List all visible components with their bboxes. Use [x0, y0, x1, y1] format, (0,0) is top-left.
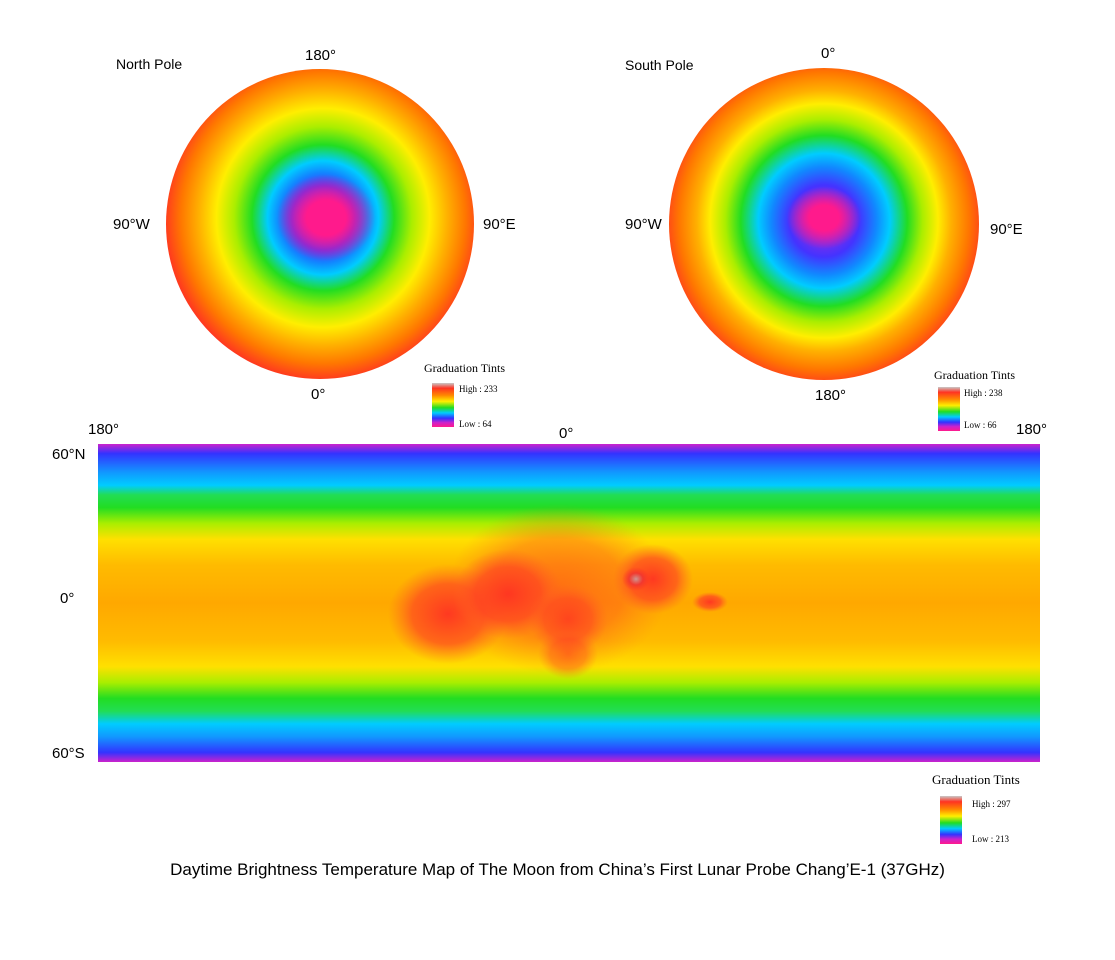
- north-left-lon: 90°W: [113, 216, 150, 233]
- north-bottom-lon: 0°: [311, 386, 326, 403]
- global-legend-low: Low : 213: [972, 834, 1009, 844]
- global-legend-title: Graduation Tints: [932, 772, 1020, 787]
- map-left-lon: 180°: [88, 421, 120, 438]
- south-left-lon: 90°W: [625, 216, 662, 233]
- map-top-lat: 60°N: [52, 446, 86, 463]
- south-pole-label: South Pole: [625, 57, 694, 73]
- south-legend-title: Graduation Tints: [934, 368, 1016, 382]
- north-legend-high: High : 233: [459, 384, 498, 394]
- global-brightness-map: [98, 444, 1040, 762]
- north-top-lon: 180°: [305, 47, 337, 64]
- north-legend: Graduation Tints High : 233 Low : 64: [424, 361, 544, 431]
- north-pole-map: [166, 69, 474, 379]
- south-bottom-lon: 180°: [815, 387, 847, 404]
- south-legend-low: Low : 66: [964, 420, 997, 430]
- map-bottom-lat: 60°S: [52, 745, 85, 762]
- south-legend: Graduation Tints High : 238 Low : 66: [934, 368, 1054, 438]
- global-legend-ramp: [940, 796, 962, 844]
- map-right-lon: 180°: [1016, 421, 1048, 438]
- north-legend-ramp: [432, 383, 454, 427]
- global-legend: Graduation Tints High : 297 Low : 213: [932, 772, 1072, 852]
- figure-title: Daytime Brightness Temperature Map of Th…: [170, 860, 945, 879]
- north-legend-title: Graduation Tints: [424, 361, 506, 375]
- map-mid-lat: 0°: [60, 590, 75, 607]
- south-legend-high: High : 238: [964, 388, 1003, 398]
- north-pole-label: North Pole: [116, 56, 183, 72]
- south-top-lon: 0°: [821, 45, 836, 62]
- north-legend-low: Low : 64: [459, 419, 492, 429]
- south-pole-map: [669, 68, 979, 380]
- global-legend-high: High : 297: [972, 799, 1011, 809]
- map-center-lon: 0°: [559, 425, 574, 442]
- south-legend-ramp: [938, 387, 960, 431]
- south-right-lon: 90°E: [990, 221, 1023, 238]
- north-right-lon: 90°E: [483, 216, 516, 233]
